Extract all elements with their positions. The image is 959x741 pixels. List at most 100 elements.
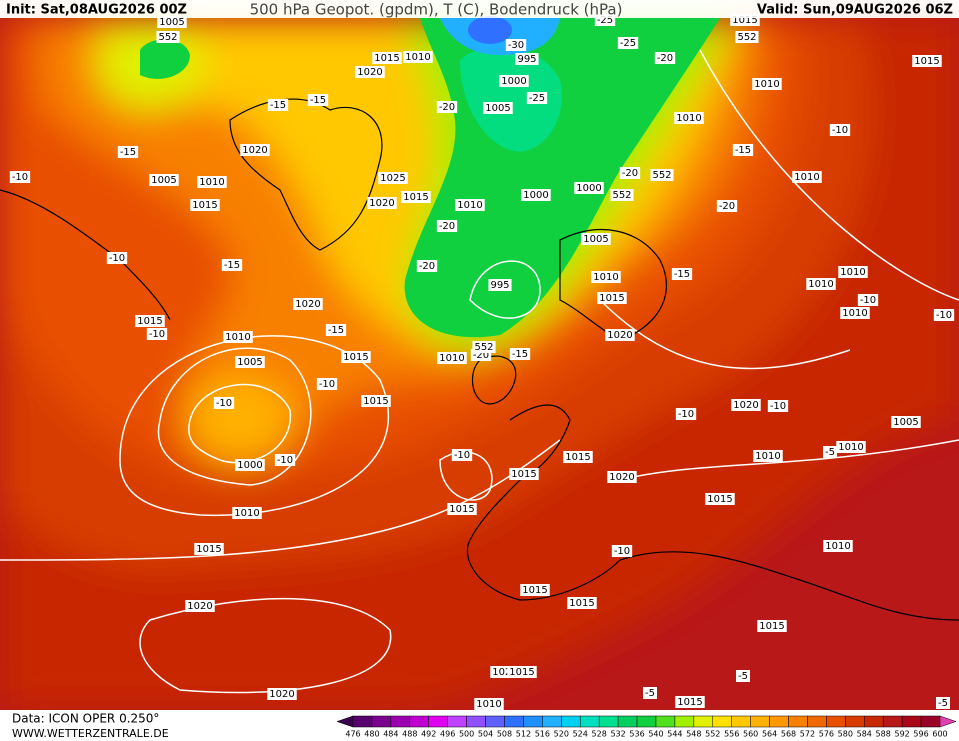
label-bg [509, 468, 539, 480]
colorbar-segment [485, 715, 505, 728]
label-bg [274, 454, 296, 466]
colorbar-label: 508 [497, 730, 512, 739]
isobar-label: 1015 [196, 544, 221, 555]
isobar-label: -5 [738, 671, 748, 682]
label-bg [823, 446, 837, 458]
label-bg [767, 400, 789, 412]
label-bg [341, 351, 371, 363]
isobar-label: 1010 [825, 541, 850, 552]
colorbar-label: 536 [629, 730, 644, 739]
isobar-label: -10 [12, 172, 28, 183]
colorbar-label: 584 [857, 730, 872, 739]
isobar-label: -10 [860, 295, 876, 306]
isobar-label: 1010 [676, 113, 701, 124]
isobar-label: -5 [938, 698, 948, 709]
colorbar-label: 532 [610, 730, 625, 739]
isobar-label: 1010 [808, 279, 833, 290]
label-bg [674, 112, 704, 124]
label-bg [891, 416, 921, 428]
isobar-label: -10 [277, 455, 293, 466]
label-bg [146, 328, 168, 340]
label-bg [611, 545, 633, 557]
colorbar-label: 480 [364, 730, 379, 739]
isobar-label: -25 [529, 93, 545, 104]
label-bg [619, 167, 641, 179]
colorbar-segment [845, 715, 865, 728]
colorbar-segment [864, 715, 884, 728]
label-bg [499, 75, 529, 87]
label-bg [488, 279, 512, 291]
colorbar-segment [901, 715, 922, 728]
label-bg [436, 220, 458, 232]
label-bg [361, 395, 391, 407]
label-bg [240, 144, 270, 156]
colorbar-segment [352, 715, 373, 728]
label-bg [213, 397, 235, 409]
isobar-label: -15 [310, 95, 326, 106]
colorbar-segment [712, 715, 732, 728]
isobar-label: 1010 [755, 451, 780, 462]
colorbar-label: 588 [876, 730, 891, 739]
label-bg [936, 697, 950, 709]
label-bg [235, 356, 265, 368]
label-bg [267, 688, 297, 700]
isobar-label: -10 [454, 450, 470, 461]
isobar-label: 1010 [439, 353, 464, 364]
label-bg [731, 399, 761, 411]
colorbar-segment [523, 715, 543, 728]
label-bg [403, 51, 433, 63]
isobar-label: -20 [622, 168, 638, 179]
label-bg [451, 449, 473, 461]
isobar-label: 1010 [476, 699, 501, 710]
label-bg [325, 324, 347, 336]
isobar-label: -25 [597, 15, 613, 26]
colorbar-label: 568 [781, 730, 796, 739]
isobar-label: 1010 [405, 52, 430, 63]
valid-time: Valid: Sun,09AUG2026 06Z [757, 3, 953, 18]
colorbar-segment [428, 715, 448, 728]
colorbar-label: 552 [705, 730, 720, 739]
label-bg [106, 252, 128, 264]
isobar-label: -5 [645, 688, 655, 699]
isobar-label: 1010 [234, 508, 259, 519]
isobar-label: 1010 [838, 442, 863, 453]
isobar-label: -20 [419, 261, 435, 272]
data-source: Data: ICON OPER 0.250° [12, 712, 159, 726]
colorbar-label: 596 [913, 730, 928, 739]
isobar-label: 1015 [403, 192, 428, 203]
label-bg [675, 696, 705, 708]
isobar-label: 1010 [794, 172, 819, 183]
isobar-label: 1020 [357, 67, 382, 78]
isobar-label: 552 [158, 32, 177, 43]
colorbar-segment [769, 715, 789, 728]
title: 500 hPa Geopot. (gpdm), T (C), Bodendruc… [250, 1, 623, 19]
label-bg [654, 52, 676, 64]
isobar-label: -20 [473, 350, 489, 361]
isobar-label: 1015 [565, 452, 590, 463]
colorbar-segment [579, 715, 600, 728]
isobar-label: 1015 [509, 667, 534, 678]
colorbar-label: 556 [724, 730, 739, 739]
label-bg [705, 493, 735, 505]
label-bg [736, 670, 750, 682]
isobar-label: 1010 [225, 332, 250, 343]
label-bg [912, 55, 942, 67]
isobar-label: 1015 [374, 53, 399, 64]
colorbar-label: 572 [800, 730, 815, 739]
isobar-label: 1020 [242, 145, 267, 156]
header-bg [0, 0, 959, 18]
isobar-label: 1000 [501, 76, 526, 87]
isobar-label: 1005 [237, 357, 262, 368]
label-bg [563, 451, 593, 463]
label-bg [437, 352, 467, 364]
isobar-label: 1005 [485, 103, 510, 114]
isobar-label: 1015 [707, 494, 732, 505]
label-bg [643, 687, 657, 699]
isobar-label: 1015 [137, 316, 162, 327]
label-bg [307, 94, 329, 106]
isobar-label: 1010 [840, 267, 865, 278]
label-bg [507, 666, 537, 678]
label-bg [838, 266, 868, 278]
colorbar-segment [561, 715, 581, 728]
label-bg [607, 471, 637, 483]
